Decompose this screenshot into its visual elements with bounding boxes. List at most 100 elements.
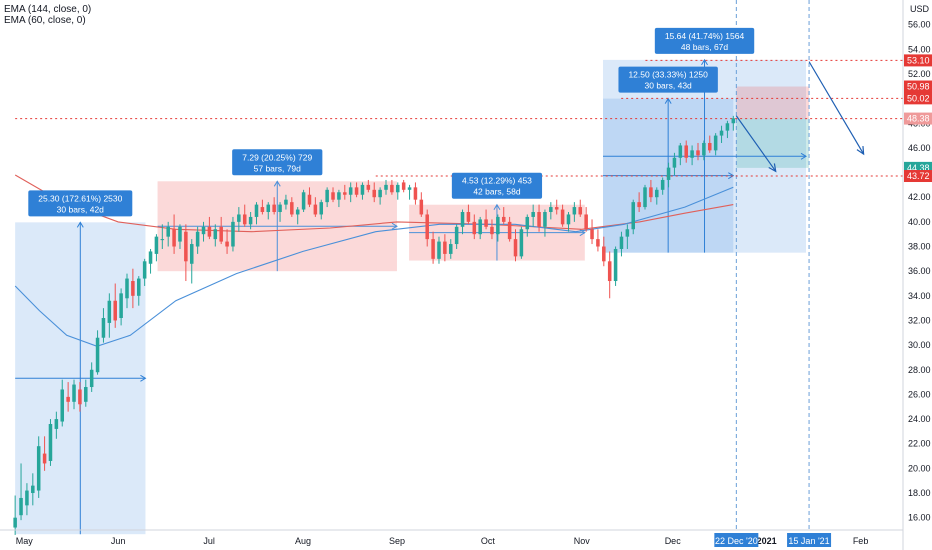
candle-body <box>602 246 606 262</box>
legend-ema-144[interactable]: EMA (144, close, 0) <box>4 4 92 15</box>
candle-body <box>607 261 612 282</box>
candle-body <box>25 490 29 506</box>
candle-body <box>443 241 447 254</box>
price-tick-label: 46.00 <box>908 143 931 153</box>
candle-body <box>13 517 17 528</box>
candle-body <box>337 192 341 200</box>
measure-label-bars-1: 57 bars, 79d <box>254 163 302 173</box>
candle <box>666 162 671 188</box>
candle <box>496 214 500 242</box>
measure-label-value-1: 7.29 (20.25%) 729 <box>242 152 312 162</box>
candle <box>372 182 376 203</box>
candle-body <box>531 212 535 217</box>
measure-label-box-4 <box>654 27 755 54</box>
candle-body <box>331 192 335 200</box>
price-tick-label: 54.00 <box>908 44 931 54</box>
candle-body <box>702 142 706 156</box>
candle <box>413 182 418 205</box>
candle-body <box>596 239 600 247</box>
candle <box>95 330 100 375</box>
price-tick-label: 30.00 <box>908 340 931 350</box>
candle <box>384 179 388 195</box>
candle-body <box>619 236 624 249</box>
candle <box>590 219 594 245</box>
candle <box>513 229 518 262</box>
position-stop-zone <box>736 86 810 119</box>
candle-body <box>237 214 241 222</box>
candle-body <box>401 182 406 190</box>
candle <box>519 226 524 259</box>
candle <box>607 251 612 299</box>
candle-body <box>184 231 188 262</box>
price-tag-label-3: 48.38 <box>907 114 930 124</box>
candle <box>507 216 512 242</box>
candle <box>242 204 247 227</box>
candle-body <box>254 204 259 217</box>
candle <box>378 187 382 205</box>
candle-body <box>660 179 665 190</box>
date-marker-tag-1 <box>787 533 832 547</box>
candle <box>325 187 329 208</box>
candle-body <box>119 293 123 318</box>
candle <box>602 236 606 267</box>
price-tick-label: 52.00 <box>908 69 931 79</box>
candle-body <box>189 244 194 264</box>
time-tick-label: Jun <box>111 536 126 546</box>
price-tick-label: 24.00 <box>908 414 931 424</box>
candle <box>678 142 683 166</box>
candle-body <box>307 194 312 205</box>
candle <box>343 184 347 200</box>
candle-body <box>31 485 35 494</box>
candle <box>13 495 17 535</box>
candle <box>331 187 335 203</box>
candle-body <box>231 221 235 247</box>
candle <box>560 204 565 227</box>
candle-body <box>366 184 371 190</box>
candle <box>137 276 141 306</box>
candle-body <box>154 236 159 254</box>
candle <box>225 229 229 254</box>
measure-varrow-0 <box>76 221 84 228</box>
candle <box>42 436 47 471</box>
candle <box>172 214 176 254</box>
price-tick-label: 42.00 <box>908 192 931 202</box>
price-tick-label: 28.00 <box>908 365 931 375</box>
measure-label-bars-3: 30 bars, 43d <box>645 81 693 91</box>
time-tick-label: Dec <box>665 536 682 546</box>
candle-body <box>490 226 494 235</box>
candle <box>184 224 188 282</box>
ema-60-line <box>14 186 734 347</box>
candle-body <box>472 221 477 235</box>
candle <box>619 231 624 257</box>
candle <box>354 182 359 198</box>
candle-body <box>107 300 112 323</box>
candle <box>231 216 235 252</box>
projection-arrowhead-1 <box>856 146 865 156</box>
candle <box>219 216 223 245</box>
price-tag-label-1: 50.98 <box>907 82 930 92</box>
candle <box>690 145 694 166</box>
measure-harrow-4 <box>800 152 808 160</box>
candle <box>284 194 288 210</box>
measure-varrow-4 <box>701 58 708 66</box>
legend-ema-60[interactable]: EMA (60, close, 0) <box>4 15 86 26</box>
candle <box>189 239 194 284</box>
candle <box>254 202 259 225</box>
candle-body <box>278 204 282 212</box>
price-tick-label: 40.00 <box>908 217 931 227</box>
candle-body <box>36 446 41 491</box>
candle <box>401 179 406 193</box>
currency-label: USD <box>910 4 930 14</box>
candle-body <box>584 214 588 230</box>
candle-body <box>84 387 88 402</box>
candle-body <box>549 207 553 212</box>
candle-body <box>66 396 70 402</box>
candle-body <box>678 145 683 158</box>
candle-body <box>348 187 353 195</box>
candle <box>266 202 271 220</box>
candle-body <box>613 248 618 282</box>
candle <box>443 234 447 262</box>
candle <box>625 224 630 249</box>
measure-harrow-1 <box>391 222 398 230</box>
